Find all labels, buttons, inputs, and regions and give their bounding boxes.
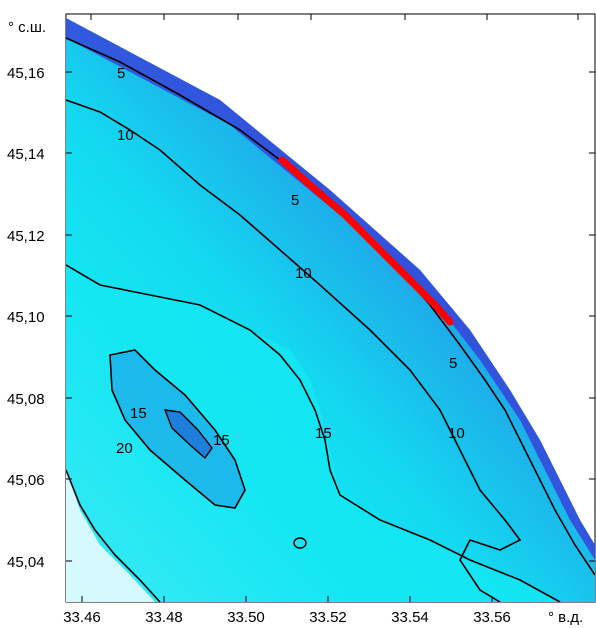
y-tick-45-14: 45,14 xyxy=(7,146,45,163)
isobath-15-outer xyxy=(66,264,561,602)
x-tick-33-56: 33.56 xyxy=(473,609,511,626)
y-tick-45-10: 45,10 xyxy=(7,309,45,326)
isobath-label-15-a: 15 xyxy=(130,405,147,422)
isobath-15-inner xyxy=(163,409,213,460)
isobath-10 xyxy=(66,99,522,602)
y-tick-45-04: 45,04 xyxy=(7,554,45,571)
pale-corner xyxy=(66,470,155,602)
y-ticks xyxy=(66,71,595,562)
longitude-unit-label: ° в.д. xyxy=(548,609,583,626)
depression-core xyxy=(165,410,212,458)
y-tick-45-16: 45,16 xyxy=(7,65,45,82)
x-tick-33-54: 33.54 xyxy=(391,609,429,626)
small-contour xyxy=(293,537,307,549)
isobath-label-10-mid: 10 xyxy=(295,265,312,282)
x-tick-33-48: 33.48 xyxy=(145,609,183,626)
highlight-segment xyxy=(278,156,454,326)
isobath-label-10-top: 10 xyxy=(117,127,134,144)
x-ticks xyxy=(81,596,493,602)
x-tick-33-52: 33.52 xyxy=(309,609,347,626)
x-tick-33-50: 33.50 xyxy=(227,609,265,626)
isobath-5 xyxy=(66,37,595,576)
isobath-label-5-mid: 5 xyxy=(291,192,299,209)
isobath-20 xyxy=(66,469,161,602)
isobath-label-10-low: 10 xyxy=(448,425,465,442)
y-tick-45-06: 45,06 xyxy=(7,472,45,489)
cyan-zone xyxy=(66,265,560,602)
y-tick-45-08: 45,08 xyxy=(7,391,45,408)
isobath-label-15-b: 15 xyxy=(213,432,230,449)
isobath-label-15-c: 15 xyxy=(315,425,332,442)
isobath-label-5-low: 5 xyxy=(449,355,457,372)
isobath-label-5-top: 5 xyxy=(117,65,125,82)
y-tick-45-12: 45,12 xyxy=(7,228,45,245)
isobath-15-depression xyxy=(109,349,246,509)
top-ticks xyxy=(90,14,579,20)
isobath-label-20: 20 xyxy=(116,440,133,457)
x-tick-33-46: 33.46 xyxy=(63,609,101,626)
latitude-unit-label: ° с.ш. xyxy=(8,19,46,36)
